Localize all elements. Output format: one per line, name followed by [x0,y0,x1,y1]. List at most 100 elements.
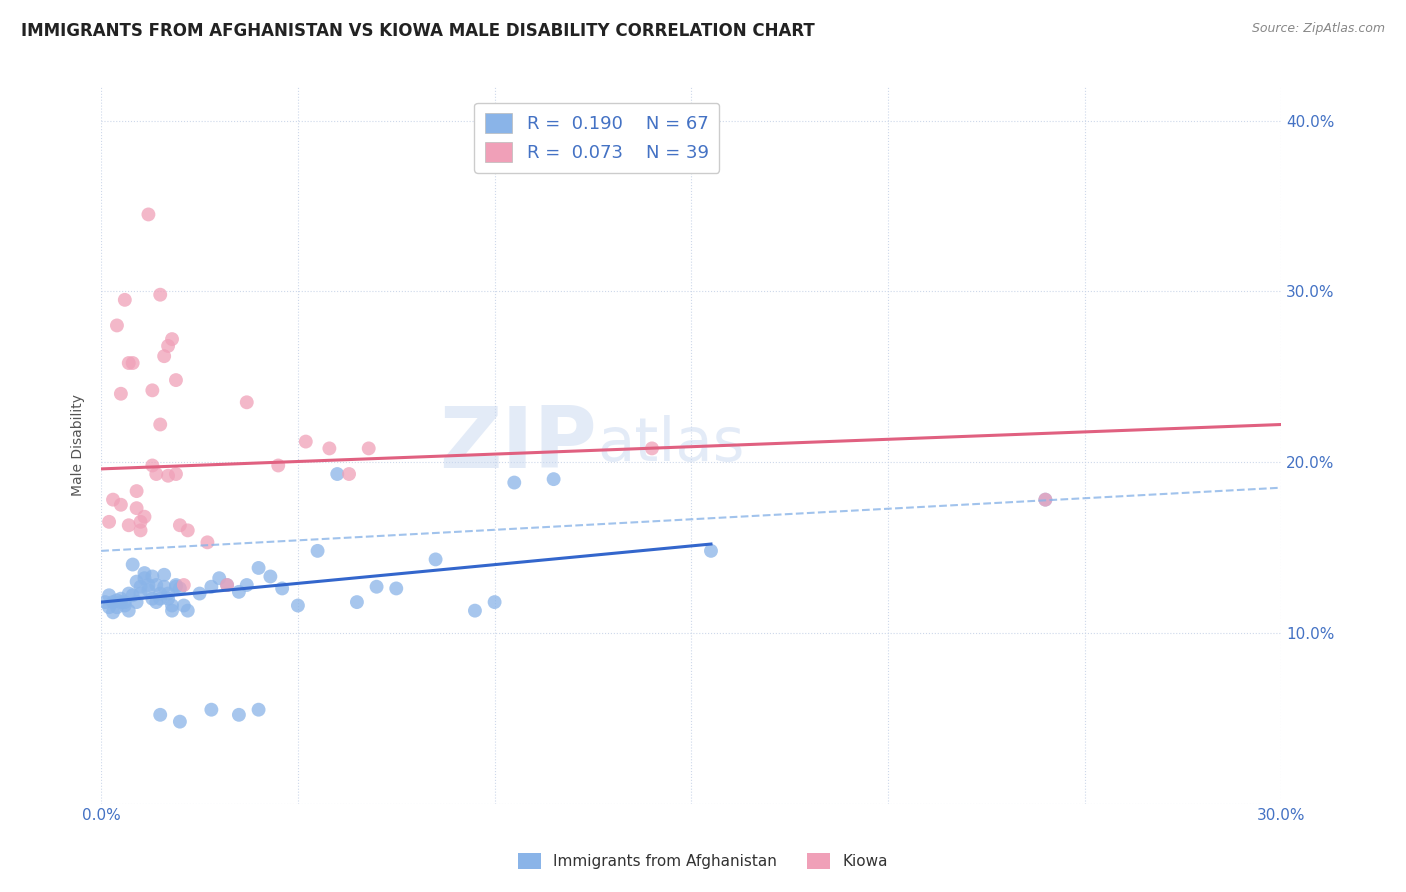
Point [160,332,183,346]
Point [145,595,167,609]
Point [141,591,163,606]
Point [110,498,132,512]
Point [114,595,136,609]
Point [318,442,340,456]
Point [337,467,360,481]
Point [177,524,200,538]
Point [110,386,132,401]
Point [217,578,239,592]
Point [173,599,195,613]
Text: ZIP: ZIP [439,403,598,486]
Point [200,580,222,594]
Point [101,605,124,619]
Point [326,467,349,481]
Point [165,578,187,592]
Point [138,578,160,592]
Point [125,484,148,499]
Point [121,558,143,572]
Point [125,501,148,516]
Point [105,600,128,615]
Point [287,599,309,613]
Point [197,535,219,549]
Point [346,595,368,609]
Point [259,569,281,583]
Point [114,293,136,307]
Point [125,595,148,609]
Point [145,578,167,592]
Point [357,442,380,456]
Point [105,593,128,607]
Point [118,356,141,370]
Point [484,595,506,609]
Point [169,518,191,533]
Point [153,580,176,594]
Point [118,604,141,618]
Point [1035,492,1057,507]
Point [121,588,143,602]
Point [114,599,136,613]
Point [149,586,172,600]
Point [125,574,148,589]
Point [98,588,121,602]
Point [134,571,156,585]
Point [503,475,526,490]
Point [149,417,172,432]
Point [1035,492,1057,507]
Point [165,467,187,481]
Point [129,586,152,600]
Point [101,595,124,609]
Point [165,373,187,387]
Point [134,509,156,524]
Point [425,552,447,566]
Point [157,468,180,483]
Point [641,442,664,456]
Point [141,569,163,583]
Point [228,585,250,599]
Point [110,595,132,609]
Point [247,703,270,717]
Point [366,580,388,594]
Point [247,561,270,575]
Text: atlas: atlas [598,416,744,475]
Point [165,580,187,594]
Point [267,458,290,473]
Point [98,515,121,529]
Point [271,582,294,596]
Point [105,318,128,333]
Point [217,578,239,592]
Point [160,604,183,618]
Point [141,384,163,398]
Point [129,524,152,538]
Point [157,591,180,606]
Point [307,544,329,558]
Point [464,604,486,618]
Point [157,339,180,353]
Point [118,518,141,533]
Legend: Immigrants from Afghanistan, Kiowa: Immigrants from Afghanistan, Kiowa [512,847,894,875]
Point [169,714,191,729]
Point [145,467,167,481]
Point [228,707,250,722]
Point [200,703,222,717]
Point [118,586,141,600]
Point [129,515,152,529]
Point [149,591,172,606]
Point [153,349,176,363]
Point [149,287,172,301]
Point [138,207,160,221]
Point [94,595,117,609]
Point [169,582,191,596]
Point [160,599,183,613]
Point [149,707,172,722]
Point [236,578,259,592]
Point [157,586,180,600]
Point [543,472,565,486]
Y-axis label: Male Disability: Male Disability [72,394,86,496]
Point [153,567,176,582]
Point [236,395,259,409]
Point [134,566,156,580]
Point [208,571,231,585]
Point [129,580,152,594]
Point [177,604,200,618]
Point [101,492,124,507]
